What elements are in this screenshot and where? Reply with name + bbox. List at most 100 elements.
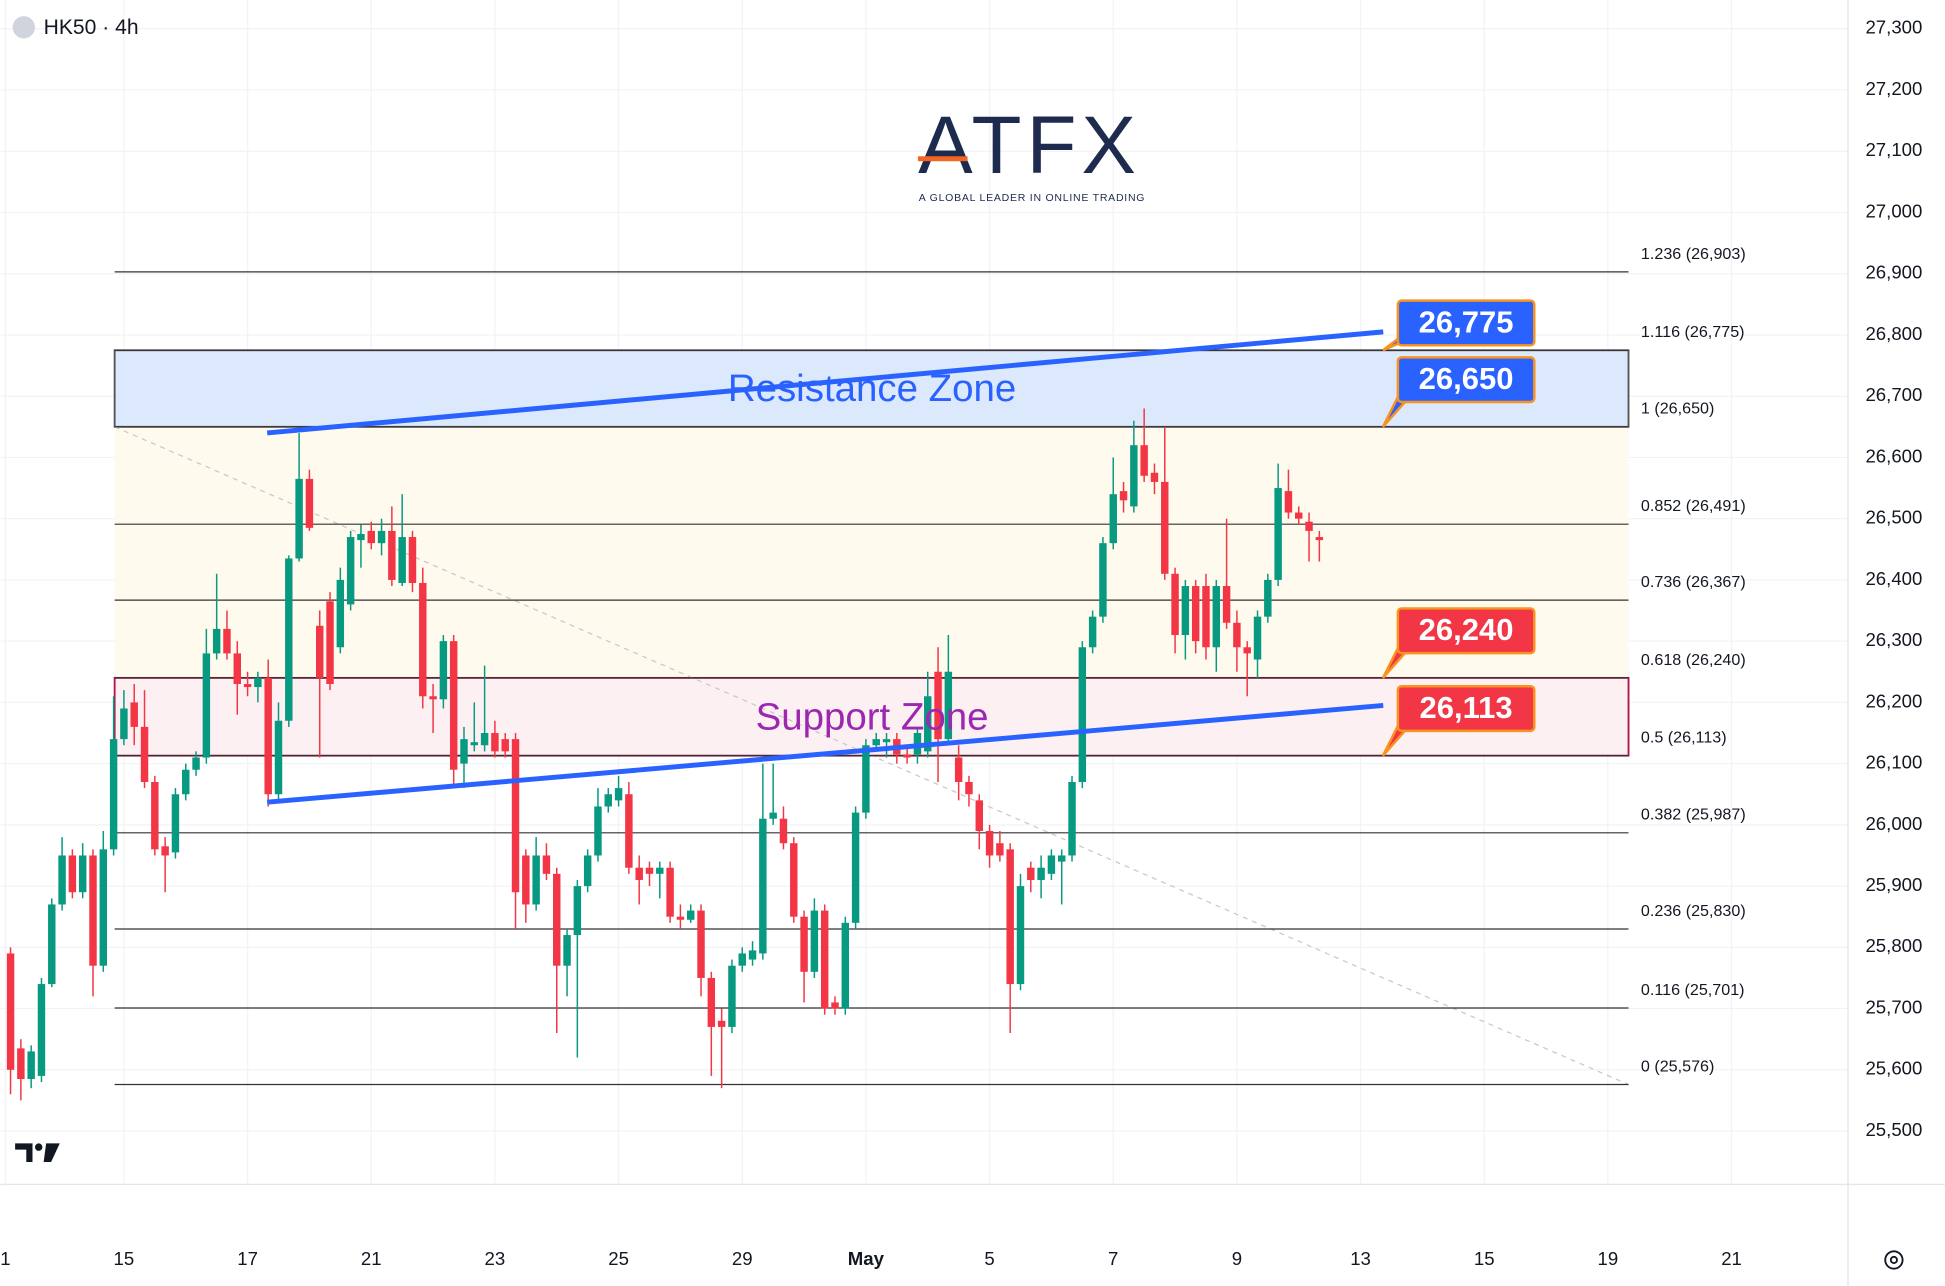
candle-body [1191, 586, 1200, 642]
candle-body [120, 708, 128, 740]
candle-body [1078, 647, 1087, 782]
plot [6, 271, 1630, 1101]
candle-body [346, 537, 355, 605]
candle-body [728, 965, 736, 1027]
x-tick-label: 29 [732, 1248, 753, 1269]
x-tick-label: 21 [1721, 1248, 1742, 1269]
candle-body [274, 720, 283, 795]
candle-body [17, 1048, 25, 1079]
candle-body [542, 855, 551, 874]
candle-body [37, 984, 46, 1076]
candle-body [604, 794, 612, 807]
candle-body [192, 757, 200, 770]
logo: ATFX [918, 100, 1141, 191]
candle-body [501, 739, 509, 752]
y-tick-label: 27,300 [1865, 17, 1922, 38]
fib-label: 0.116 (25,701) [1641, 981, 1745, 999]
candle-body [851, 812, 860, 923]
candle-body [511, 739, 520, 893]
candle-body [1006, 849, 1014, 985]
candle-body [109, 739, 118, 850]
candle-body [89, 855, 97, 966]
candle-body [460, 739, 468, 764]
candle-body [872, 739, 880, 746]
callout-label: 26,113 [1420, 690, 1513, 725]
callout-box [1396, 607, 1536, 655]
candle-body [264, 677, 272, 795]
candle-body [522, 855, 530, 905]
fib-label: 0.736 (26,367) [1641, 573, 1746, 591]
candle-body [99, 849, 108, 966]
x-tick-label: 5 [984, 1248, 994, 1269]
y-tick-label: 25,700 [1865, 996, 1922, 1017]
y-tick-label: 25,600 [1865, 1058, 1922, 1079]
candle-body [449, 641, 458, 770]
candle-body [985, 830, 994, 856]
candle-body [212, 628, 221, 654]
fib-label: 0.618 (26,240) [1641, 651, 1746, 669]
candle-body [676, 916, 685, 920]
candle-body [882, 739, 891, 743]
candle-body [903, 754, 911, 758]
candle-body [790, 843, 798, 917]
x-tick-label: 15 [114, 1248, 135, 1269]
candle-body [820, 910, 829, 1009]
candle-body [583, 855, 592, 887]
candle-body [1130, 445, 1138, 507]
candle-body [377, 530, 386, 544]
fib-band [114, 426, 1629, 678]
y-tick-label: 27,000 [1865, 200, 1922, 221]
candle-body [686, 910, 695, 920]
candle-body [6, 953, 15, 1070]
callout-label: 26,240 [1419, 612, 1514, 647]
y-tick-label: 26,200 [1865, 690, 1922, 711]
candle-body [779, 818, 788, 844]
y-tick-label: 25,500 [1865, 1119, 1922, 1140]
candle-body [243, 684, 252, 688]
candle-body [295, 478, 303, 559]
candle-body [1099, 543, 1107, 617]
candle-body [697, 910, 705, 978]
candle-body [707, 977, 716, 1027]
candle-body [161, 846, 169, 856]
fib-label: 0.236 (25,830) [1641, 902, 1746, 920]
settings-icon[interactable] [1884, 1250, 1904, 1270]
candle-body [831, 1002, 839, 1009]
candle-body [1233, 622, 1241, 648]
candle-body [388, 530, 396, 580]
candle-body [27, 1051, 35, 1079]
candle-body [1222, 586, 1231, 623]
candle-body [625, 794, 633, 868]
candle-body [223, 628, 231, 654]
candle-body [1274, 488, 1282, 580]
x-tick-label: May [848, 1248, 885, 1269]
fib-label: 0.382 (25,987) [1641, 806, 1746, 824]
fib-label: 0.852 (26,491) [1641, 497, 1746, 515]
y-tick-label: 26,400 [1865, 568, 1922, 589]
candle-body [305, 478, 314, 528]
fib-label: 1.236 (26,903) [1641, 245, 1746, 263]
candle-body [563, 935, 571, 966]
candle-body [666, 867, 674, 917]
candle-body [1109, 494, 1117, 544]
candle-body [336, 579, 345, 648]
candle-body [748, 950, 757, 960]
tv-logo [15, 1143, 60, 1162]
candle-body [924, 696, 932, 752]
candle-body [1171, 573, 1179, 636]
candle-body [1161, 481, 1169, 574]
candle-body [182, 769, 190, 795]
y-tick-label: 26,300 [1865, 629, 1922, 650]
zone-label: Support Zone [756, 695, 989, 738]
candle-body [357, 533, 365, 541]
candle-body [975, 800, 983, 831]
callout-box [1396, 356, 1536, 404]
candle-body [862, 745, 870, 813]
y-tick-label: 26,800 [1865, 323, 1922, 344]
candle-body [491, 732, 499, 752]
candle-body [130, 702, 138, 727]
candle-body [1295, 512, 1303, 519]
zone [113, 676, 1630, 757]
